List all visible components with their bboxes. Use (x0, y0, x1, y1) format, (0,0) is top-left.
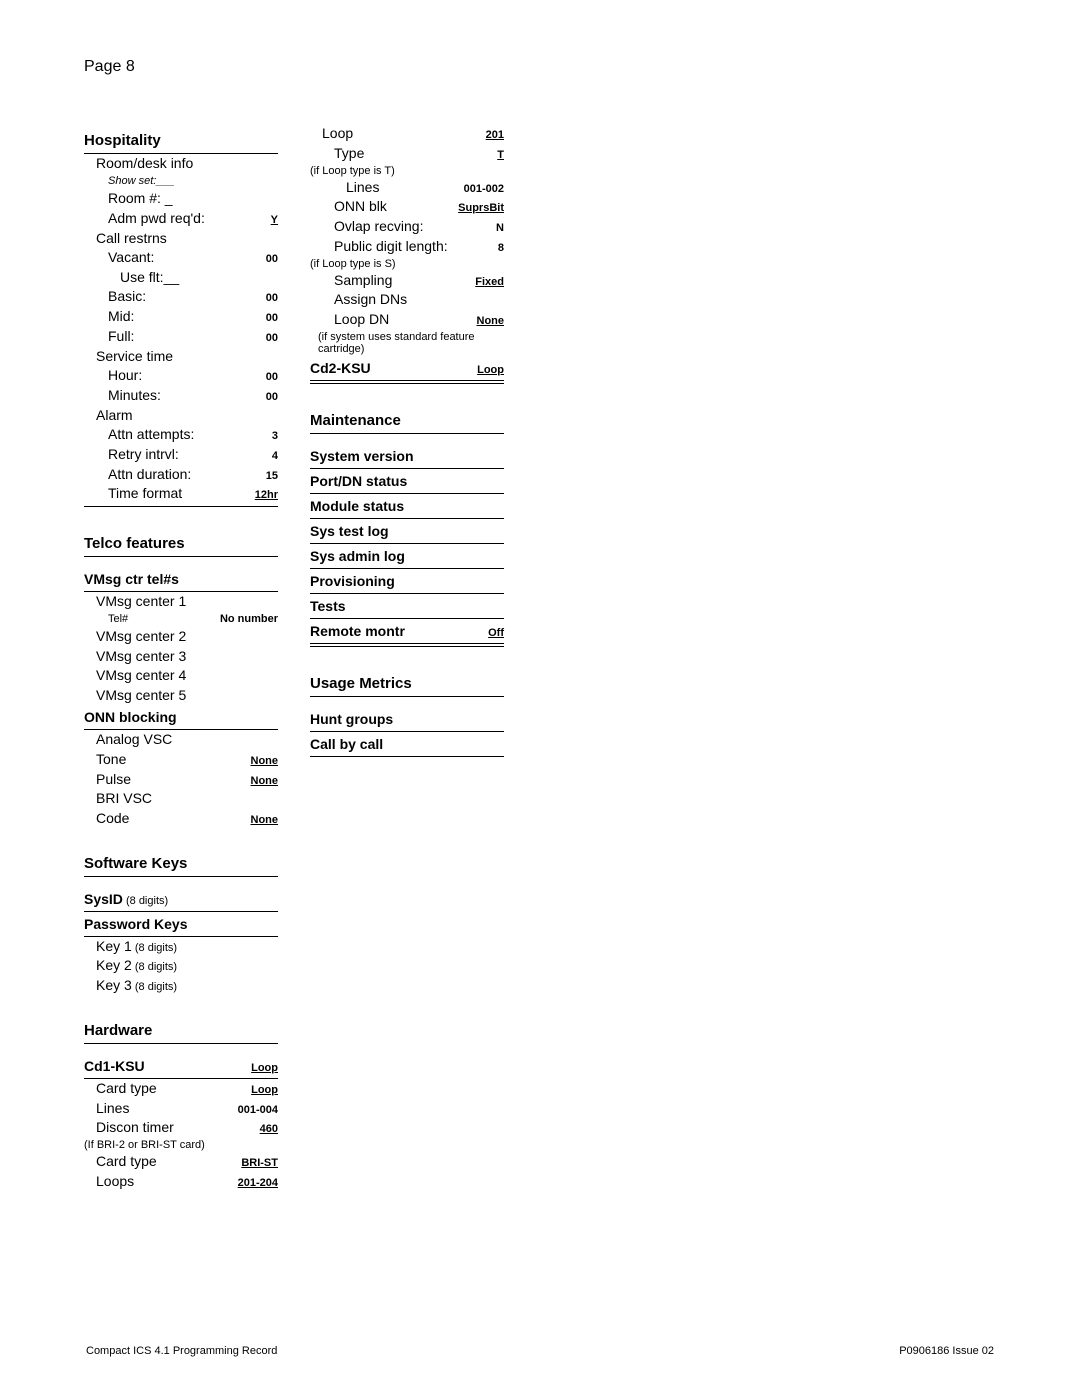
key2: Key 2 (8 digits) (84, 956, 278, 976)
footer: Compact ICS 4.1 Programming Record P0906… (86, 1345, 994, 1357)
attn-attempts: Attn attempts:3 (84, 425, 278, 445)
onn-title: ONN blocking (84, 705, 278, 730)
key3: Key 3 (8 digits) (84, 976, 278, 996)
room-desk-info: Room/desk info (84, 154, 278, 174)
adm-pwd: Adm pwd req'd:Y (84, 209, 278, 229)
hardware-title: Hardware (84, 1022, 278, 1044)
retry-intrvl: Retry intrvl:4 (84, 445, 278, 465)
maintenance-title: Maintenance (310, 412, 504, 434)
loops: Loops201-204 (84, 1172, 278, 1192)
left-column: Hospitality Room/desk info Show set:___ … (84, 124, 278, 1192)
vacant: Vacant:00 (84, 248, 278, 268)
assign-dns: Assign DNs (310, 290, 504, 310)
maintenance-item: Provisioning (310, 569, 504, 594)
columns: Hospitality Room/desk info Show set:___ … (84, 124, 996, 1192)
sysid: SysID (8 digits) (84, 887, 278, 912)
footer-left: Compact ICS 4.1 Programming Record (86, 1345, 277, 1357)
use-flt: Use flt:__ (84, 268, 278, 288)
pdl: Public digit length:8 (310, 237, 504, 257)
footer-right: P0906186 Issue 02 (899, 1345, 994, 1357)
maintenance-item: Tests (310, 594, 504, 619)
tel: Tel#No number (84, 612, 278, 628)
minutes: Minutes:00 (84, 386, 278, 406)
loop-dn: Loop DNNone (310, 310, 504, 330)
hw-lines: Lines001-004 (84, 1099, 278, 1119)
telco-title: Telco features (84, 535, 278, 557)
time-format: Time format12hr (84, 484, 278, 504)
cd2-ksu: Cd2-KSULoop (310, 356, 504, 381)
onn-blk: ONN blkSuprsBit (310, 197, 504, 217)
bri-vsc: BRI VSC (84, 789, 278, 809)
type: TypeT (310, 144, 504, 164)
discon-timer: Discon timer460 (84, 1118, 278, 1138)
maintenance-item: Module status (310, 494, 504, 519)
room-num: Room #: _ (84, 189, 278, 209)
usage-item: Call by call (310, 732, 504, 757)
if-bri-note: (If BRI-2 or BRI-ST card) (84, 1138, 278, 1152)
card-type-2: Card typeBRI-ST (84, 1152, 278, 1172)
software-title: Software Keys (84, 855, 278, 877)
loop: Loop201 (310, 124, 504, 144)
remote-montr: Remote montrOff (310, 619, 504, 644)
basic: Basic:00 (84, 287, 278, 307)
mid: Mid:00 (84, 307, 278, 327)
full: Full:00 (84, 327, 278, 347)
pwd-title: Password Keys (84, 912, 278, 937)
page-header: Page 8 (84, 58, 996, 76)
service-time: Service time (84, 347, 278, 367)
ovlap: Ovlap recving:N (310, 217, 504, 237)
maintenance-item: Sys test log (310, 519, 504, 544)
vmsg1: VMsg center 1 (84, 592, 278, 612)
cd1-ksu: Cd1-KSULoop (84, 1054, 278, 1079)
vmsg4: VMsg center 4 (84, 666, 278, 686)
maintenance-item: Sys admin log (310, 544, 504, 569)
code: CodeNone (84, 809, 278, 829)
right-column: Loop201 TypeT (if Loop type is T) Lines0… (310, 124, 504, 1192)
alarm: Alarm (84, 406, 278, 426)
maintenance-item: Port/DN status (310, 469, 504, 494)
usage-item: Hunt groups (310, 707, 504, 732)
if-std-note: (if system uses standard feature cartrid… (310, 330, 504, 356)
lines2: Lines001-002 (310, 178, 504, 198)
usage-title: Usage Metrics (310, 675, 504, 697)
vmsg3: VMsg center 3 (84, 647, 278, 667)
show-set: Show set:___ (84, 174, 278, 190)
vmsg5: VMsg center 5 (84, 686, 278, 706)
attn-duration: Attn duration:15 (84, 465, 278, 485)
card-type: Card typeLoop (84, 1079, 278, 1099)
vmsg2: VMsg center 2 (84, 627, 278, 647)
maintenance-item: System version (310, 444, 504, 469)
hour: Hour:00 (84, 366, 278, 386)
key1: Key 1 (8 digits) (84, 937, 278, 957)
if-s-note: (if Loop type is S) (310, 257, 504, 271)
vmsg-title: VMsg ctr tel#s (84, 567, 278, 592)
call-restrns: Call restrns (84, 229, 278, 249)
hospitality-title: Hospitality (84, 132, 278, 154)
page: Page 8 Hospitality Room/desk info Show s… (0, 0, 1080, 1397)
tone: ToneNone (84, 750, 278, 770)
sampling: SamplingFixed (310, 271, 504, 291)
if-t-note: (if Loop type is T) (310, 164, 504, 178)
pulse: PulseNone (84, 770, 278, 790)
analog-vsc: Analog VSC (84, 730, 278, 750)
